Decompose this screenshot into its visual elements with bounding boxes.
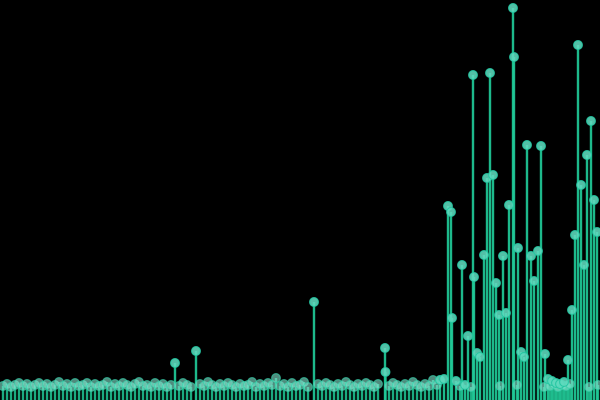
baseline-stem-marker: [303, 382, 313, 392]
tall-stem-marker: [498, 251, 508, 261]
baseline-stem-marker: [373, 379, 383, 389]
tall-stem-marker: [526, 251, 536, 261]
tall-stem-marker: [170, 358, 180, 368]
tall-stem-marker: [559, 377, 569, 387]
tall-stem-marker: [469, 272, 479, 282]
tall-stem-marker: [447, 313, 457, 323]
tall-stem-marker: [504, 200, 514, 210]
tall-stem-marker: [457, 260, 467, 270]
tall-stem-marker: [508, 3, 518, 13]
baseline-stem-marker: [584, 382, 594, 392]
tall-stem-marker: [522, 140, 532, 150]
tall-stem-marker: [570, 230, 580, 240]
tall-stem-marker: [513, 243, 523, 253]
tall-stem-marker: [446, 207, 456, 217]
tall-stem-marker: [380, 343, 390, 353]
tall-stem-marker: [592, 227, 600, 237]
tall-stem-marker: [491, 278, 501, 288]
baseline-stem-marker: [186, 382, 196, 392]
tall-stem-marker: [589, 195, 599, 205]
tall-stem-marker: [309, 297, 319, 307]
tall-stem-marker: [586, 116, 596, 126]
tall-stem-marker: [380, 367, 391, 377]
tall-stem-marker: [439, 374, 449, 384]
tall-stem-marker: [573, 40, 583, 50]
tall-stem-marker: [582, 150, 592, 160]
baseline-markers-group: [0, 373, 600, 392]
baseline-stem-marker: [593, 380, 600, 390]
tall-stems-group: [173, 8, 599, 400]
tall-stem-marker: [451, 376, 461, 386]
baseline-stem-marker: [166, 380, 176, 390]
tall-stem-marker: [529, 276, 539, 286]
tall-markers-group: [170, 3, 600, 390]
tall-stem-marker: [579, 260, 589, 270]
tall-stem-marker: [519, 352, 529, 362]
tall-stem-marker: [191, 346, 201, 356]
tall-stem-marker: [509, 52, 519, 62]
tall-stem-marker: [463, 331, 473, 341]
tall-stem-marker: [479, 250, 489, 260]
tall-stem-marker: [536, 141, 546, 151]
baseline-stem-marker: [512, 380, 522, 390]
tall-stem-marker: [501, 308, 511, 318]
tall-stem-marker: [488, 170, 498, 180]
tall-stem-marker: [468, 70, 478, 80]
tall-stem-marker: [460, 380, 470, 390]
baseline-stem-marker: [271, 373, 281, 383]
baseline-stem-marker: [495, 381, 505, 391]
tall-stem-marker: [567, 305, 577, 315]
tall-stem-marker: [540, 349, 550, 359]
tall-stem-marker: [563, 355, 573, 365]
tall-stem-marker: [485, 68, 495, 78]
tall-stem-marker: [533, 246, 543, 256]
tall-stem-marker: [475, 352, 485, 362]
tall-stem-marker: [576, 180, 586, 190]
